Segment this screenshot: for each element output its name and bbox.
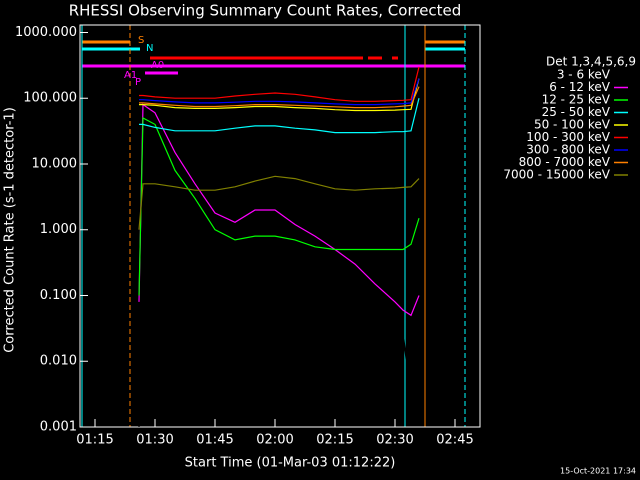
legend-label: 800 - 7000 keV [519, 155, 611, 169]
y-tick-label: 100.000 [23, 91, 77, 106]
y-tick-label: 10.000 [32, 156, 78, 171]
chart-title: RHESSI Observing Summary Count Rates, Co… [69, 2, 462, 20]
series-line [138, 178, 420, 428]
legend-label: 3 - 6 keV [557, 68, 611, 82]
x-tick-label: 02:30 [376, 433, 413, 448]
series-line [139, 98, 420, 134]
annotation: A1 [124, 70, 137, 81]
plot-frame [79, 24, 481, 428]
x-tick-label: 01:45 [196, 433, 233, 448]
legend-label: 12 - 25 keV [542, 93, 611, 107]
y-tick-label: 0.100 [40, 288, 77, 303]
series-line [138, 117, 420, 296]
series-line [138, 175, 420, 230]
y-tick-label: 0.010 [40, 354, 77, 369]
x-tick-label: 02:15 [316, 433, 353, 448]
footer: 15-Oct-2021 17:34 [560, 467, 636, 476]
legend-label: 50 - 100 keV [534, 118, 611, 132]
y-tick-label: 1000.000 [15, 25, 77, 40]
x-tick-label: 02:00 [256, 433, 293, 448]
state-bars [81, 25, 466, 427]
annotation: P [135, 77, 141, 88]
annotation: N [146, 43, 153, 54]
series-line [139, 86, 420, 109]
legend-label: 100 - 300 keV [526, 130, 610, 144]
x-axis-label: Start Time (01-Mar-03 01:12:22) [185, 456, 396, 471]
series-line [139, 66, 420, 102]
x-tick-label: 01:30 [136, 433, 173, 448]
x-tick-label: 02:45 [436, 433, 473, 448]
y-tick-label: 1.000 [40, 222, 77, 237]
legend-label: 25 - 50 keV [542, 105, 611, 119]
annotation: S [138, 35, 144, 46]
legend-title: Det 1,3,4,5,6,9 [546, 55, 636, 69]
y-tick-label: 0.001 [40, 420, 77, 435]
annotation: A0 [151, 60, 164, 71]
series-line [138, 103, 420, 317]
series-line [139, 78, 420, 112]
y-axis-label: Corrected Count Rate (s-1 detector-1) [3, 107, 18, 353]
x-tick-label: 01:15 [76, 433, 113, 448]
series-line [139, 78, 420, 106]
legend-label: 7000 - 15000 keV [503, 168, 610, 182]
legend-label: 6 - 12 keV [549, 80, 611, 94]
legend-label: 300 - 800 keV [526, 143, 610, 157]
